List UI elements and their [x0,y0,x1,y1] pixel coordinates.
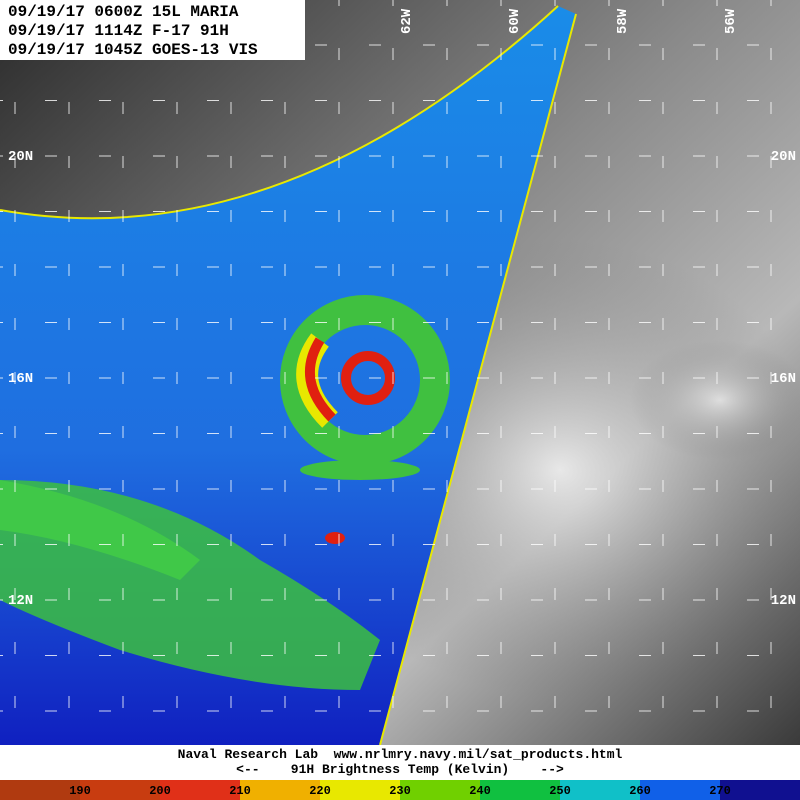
color-bar-segment [320,780,401,800]
latitude-label: 20N [8,149,33,165]
color-bar-label: 230 [389,784,411,798]
color-bar-segment [640,780,721,800]
footer-band [0,745,800,780]
latitude-label: 16N [8,371,33,387]
color-bar-segment [0,780,81,800]
legend-title: <-- 91H Brightness Temp (Kelvin) --> [236,762,564,777]
header-box [0,0,305,60]
color-bar-label: 220 [309,784,331,798]
color-bar-segment [160,780,241,800]
latitude-label: 12N [771,593,796,609]
longitude-label: 62W [399,8,415,34]
rain-cell [325,532,345,544]
cloud-cover [630,340,800,460]
color-bar-label: 270 [709,784,731,798]
latitude-label: 12N [8,593,33,609]
eyewall-band [280,295,450,465]
header-line: 09/19/17 0600Z 15L MARIA [8,3,239,21]
color-bar-segment [400,780,481,800]
color-bar-segment [720,780,800,800]
color-bar-label: 210 [229,784,251,798]
rain-band [300,460,420,480]
color-bar-segment [480,780,561,800]
color-bar-label: 200 [149,784,171,798]
latitude-label: 16N [771,371,796,387]
eyewall-band [304,337,336,422]
color-bar-segment [240,780,321,800]
latitude-label: 20N [771,149,796,165]
color-bar-segment [80,780,161,800]
color-bar-segment [560,780,641,800]
longitude-label: 60W [507,8,523,34]
eye [341,351,395,405]
footer-source: Naval Research Lab www.nrlmry.navy.mil/s… [178,747,623,762]
swath-edge [379,13,577,746]
color-bar-label: 190 [69,784,91,798]
longitude-label: 56W [723,8,739,34]
color-bar-label: 260 [629,784,651,798]
longitude-label: 58W [615,8,631,34]
swath-edge [0,5,559,220]
header-line: 09/19/17 1045Z GOES-13 VIS [8,41,258,59]
rain-band [0,480,200,580]
color-bar-label: 240 [469,784,491,798]
color-bar-label: 250 [549,784,571,798]
header-line: 09/19/17 1114Z F-17 91H [8,22,229,40]
